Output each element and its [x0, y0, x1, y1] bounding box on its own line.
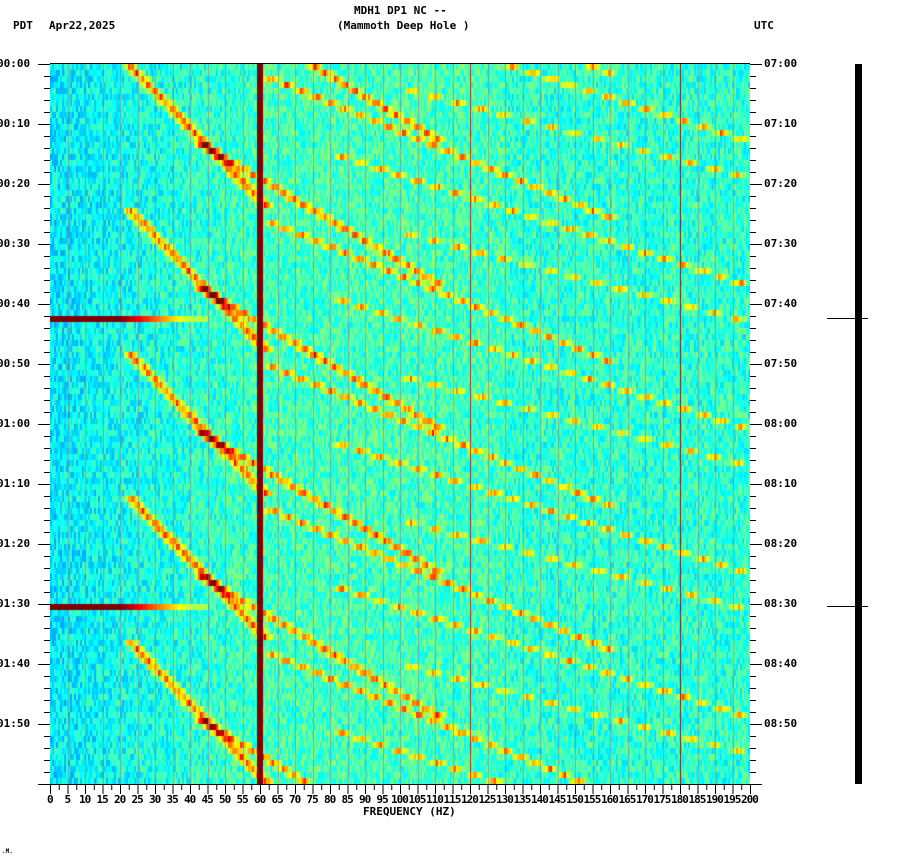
frequency-tick: 10: [79, 793, 91, 806]
frequency-tick: 65: [271, 793, 284, 806]
time-tick-left: 01:40: [0, 657, 31, 670]
station-title: MDH1 DP1 NC --: [354, 4, 447, 17]
time-tick-right: 08:50: [764, 717, 798, 730]
frequency-tick: 75: [306, 793, 319, 806]
frequency-tick: 50: [219, 793, 231, 806]
frequency-tick: 80: [324, 793, 336, 806]
time-tick-right: 07:40: [764, 297, 798, 310]
frequency-tick: 115: [443, 793, 462, 806]
frequency-tick: 165: [618, 793, 637, 806]
frequency-tick: 170: [636, 793, 654, 806]
frequency-tick: 180: [671, 793, 689, 806]
time-tick-left: 00:00: [0, 57, 31, 70]
time-tick-right: 08:00: [764, 417, 798, 430]
frequency-tick: 195: [723, 793, 742, 806]
time-tick-left: 01:00: [0, 417, 31, 430]
frequency-tick: 60: [254, 793, 266, 806]
frequency-tick: 5: [64, 793, 72, 806]
frequency-tick: 40: [184, 793, 196, 806]
footer-mark: .M.: [2, 848, 13, 855]
left-timezone: PDT: [13, 19, 33, 32]
frequency-tick: 120: [461, 793, 479, 806]
frequency-tick: 125: [478, 793, 497, 806]
location-title: (Mammoth Deep Hole ): [337, 19, 470, 32]
frequency-tick: 160: [601, 793, 619, 806]
frequency-tick: 35: [166, 793, 179, 806]
right-timezone: UTC: [754, 19, 774, 32]
frequency-tick: 90: [359, 793, 371, 806]
frequency-tick: 145: [548, 793, 567, 806]
time-tick-left: 01:20: [0, 537, 31, 550]
frequency-tick: 175: [653, 793, 672, 806]
frequency-tick: 100: [391, 793, 409, 806]
frequency-tick: 0: [47, 793, 54, 806]
time-tick-right: 08:20: [764, 537, 798, 550]
frequency-tick: 70: [289, 793, 301, 806]
time-tick-left: 00:20: [0, 177, 31, 190]
frequency-tick: 105: [408, 793, 427, 806]
time-tick-right: 07:00: [764, 57, 798, 70]
time-tick-right: 08:10: [764, 477, 798, 490]
time-tick-left: 01:50: [0, 717, 31, 730]
activity-bar: [855, 64, 862, 784]
frequency-tick: 190: [706, 793, 724, 806]
time-tick-right: 08:30: [764, 597, 798, 610]
time-tick-right: 07:20: [764, 177, 798, 190]
frequency-tick: 110: [426, 793, 444, 806]
spectrogram-plot: [50, 64, 750, 784]
frequency-tick: 95: [376, 793, 389, 806]
time-tick-right: 07:30: [764, 237, 798, 250]
date-label: Apr22,2025: [49, 19, 116, 32]
frequency-tick: 155: [583, 793, 602, 806]
time-tick-left: 00:50: [0, 357, 31, 370]
frequency-tick: 30: [149, 793, 161, 806]
frequency-tick: 85: [341, 793, 354, 806]
frequency-tick: 185: [688, 793, 707, 806]
frequency-tick: 45: [201, 793, 214, 806]
frequency-tick: 200: [741, 793, 759, 806]
time-tick-left: 01:30: [0, 597, 31, 610]
frequency-tick: 15: [96, 793, 109, 806]
time-tick-right: 07:10: [764, 117, 798, 130]
frequency-tick: 140: [531, 793, 549, 806]
time-tick-left: 00:10: [0, 117, 31, 130]
x-axis-title: FREQUENCY (HZ): [363, 805, 456, 818]
frequency-tick: 20: [114, 793, 126, 806]
time-tick-left: 01:10: [0, 477, 31, 490]
time-tick-left: 00:30: [0, 237, 31, 250]
time-tick-right: 08:40: [764, 657, 798, 670]
frequency-tick: 25: [131, 793, 144, 806]
time-tick-left: 00:40: [0, 297, 31, 310]
frequency-tick: 55: [236, 793, 249, 806]
frequency-tick: 150: [566, 793, 584, 806]
time-tick-right: 07:50: [764, 357, 798, 370]
frequency-tick: 135: [513, 793, 532, 806]
frequency-tick: 130: [496, 793, 514, 806]
